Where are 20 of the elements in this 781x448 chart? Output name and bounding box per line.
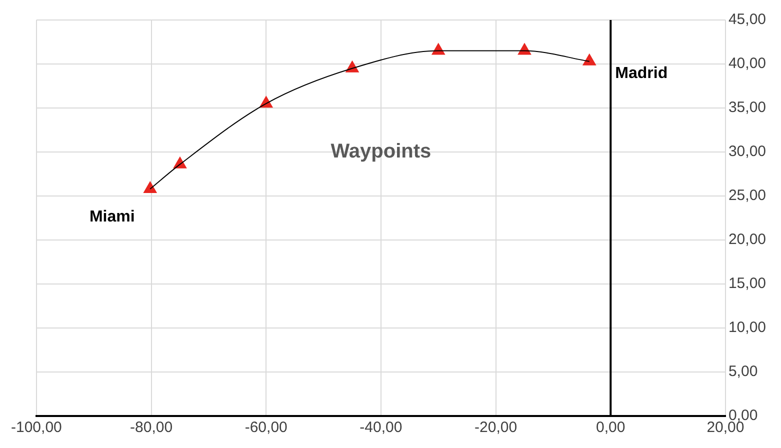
y-tick-label: 45,00 (728, 11, 766, 28)
y-tick-label: 5,00 (728, 363, 758, 380)
x-tick-label: -40,00 (360, 419, 402, 436)
x-tick-label: 0,00 (596, 419, 626, 436)
point (582, 54, 596, 66)
y-tick-label: 40,00 (728, 55, 766, 72)
y-tick-label: 20,00 (728, 231, 766, 248)
x-tick-label: -80,00 (130, 419, 173, 436)
y-tick-label: 30,00 (728, 143, 766, 160)
point (144, 181, 157, 193)
y-tick-label: 35,00 (728, 99, 766, 116)
x-tick-label: -20,00 (474, 419, 518, 436)
annotation: Madrid (615, 64, 668, 82)
y-tick-label: 25,00 (728, 187, 766, 204)
annotation: Miami (89, 208, 135, 226)
y-tick-label: 10,00 (728, 319, 766, 336)
y-tick-label: 15,00 (728, 275, 766, 292)
x-tick-label: -60,00 (244, 419, 288, 436)
x-tick-label: -100,00 (11, 419, 62, 436)
text: Waypoints (330, 140, 432, 163)
